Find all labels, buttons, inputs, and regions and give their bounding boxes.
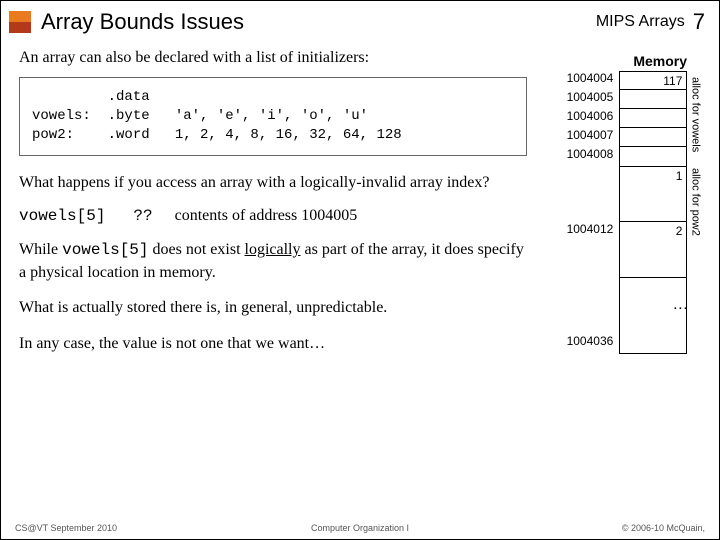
chapter-label: MIPS Arrays — [596, 13, 685, 31]
slide: Array Bounds Issues MIPS Arrays 7 An arr… — [0, 0, 720, 540]
expr-line: vowels[5] ?? contents of address 1004005 — [19, 207, 527, 225]
expr: vowels[5] — [19, 207, 105, 225]
footer-right: © 2006-10 McQuain, — [622, 523, 705, 533]
slide-title: Array Bounds Issues — [41, 9, 596, 35]
question-1: What happens if you access an array with… — [19, 172, 527, 194]
footer: CS@VT September 2010 Computer Organizati… — [1, 523, 719, 533]
memory-table: 1004004 117 alloc for vowels 1004005 100… — [549, 71, 705, 354]
mem-addr: 1004004 — [549, 71, 619, 90]
para-3: What is actually stored there is, in gen… — [19, 297, 527, 319]
code-line-1: .data — [32, 89, 150, 105]
footer-left: CS@VT September 2010 — [15, 523, 117, 533]
para-4: In any case, the value is not one that w… — [19, 333, 527, 355]
expr-desc: contents of address 1004005 — [175, 207, 358, 224]
alloc-pow2-label: alloc for pow2 — [689, 168, 701, 236]
logo-icon — [9, 11, 31, 33]
content: An array can also be declared with a lis… — [1, 39, 719, 509]
memory-diagram: Memory 1004004 117 alloc for vowels 1004… — [549, 53, 705, 354]
code-line-2: vowels: .byte 'a', 'e', 'i', 'o', 'u' — [32, 108, 368, 124]
expr-qq: ?? — [133, 207, 152, 225]
mem-ellipsis: … — [619, 278, 687, 334]
memory-header: Memory — [549, 53, 705, 69]
page-number: 7 — [693, 9, 705, 35]
alloc-vowels-label: alloc for vowels — [689, 77, 701, 152]
mem-cell-tall: 2 — [619, 222, 687, 278]
intro-text: An array can also be declared with a lis… — [19, 49, 527, 67]
mem-cell: 117 — [619, 71, 687, 90]
header: Array Bounds Issues MIPS Arrays 7 — [1, 1, 719, 39]
mem-cell-tall: 1 — [619, 166, 687, 222]
code-box: .data vowels: .byte 'a', 'e', 'i', 'o', … — [19, 77, 527, 156]
para-2: While vowels[5] does not exist logically… — [19, 239, 527, 283]
code-line-3: pow2: .word 1, 2, 4, 8, 16, 32, 64, 128 — [32, 127, 402, 143]
mem-cell-end — [619, 334, 687, 354]
footer-mid: Computer Organization I — [311, 523, 409, 533]
left-column: An array can also be declared with a lis… — [19, 49, 527, 355]
